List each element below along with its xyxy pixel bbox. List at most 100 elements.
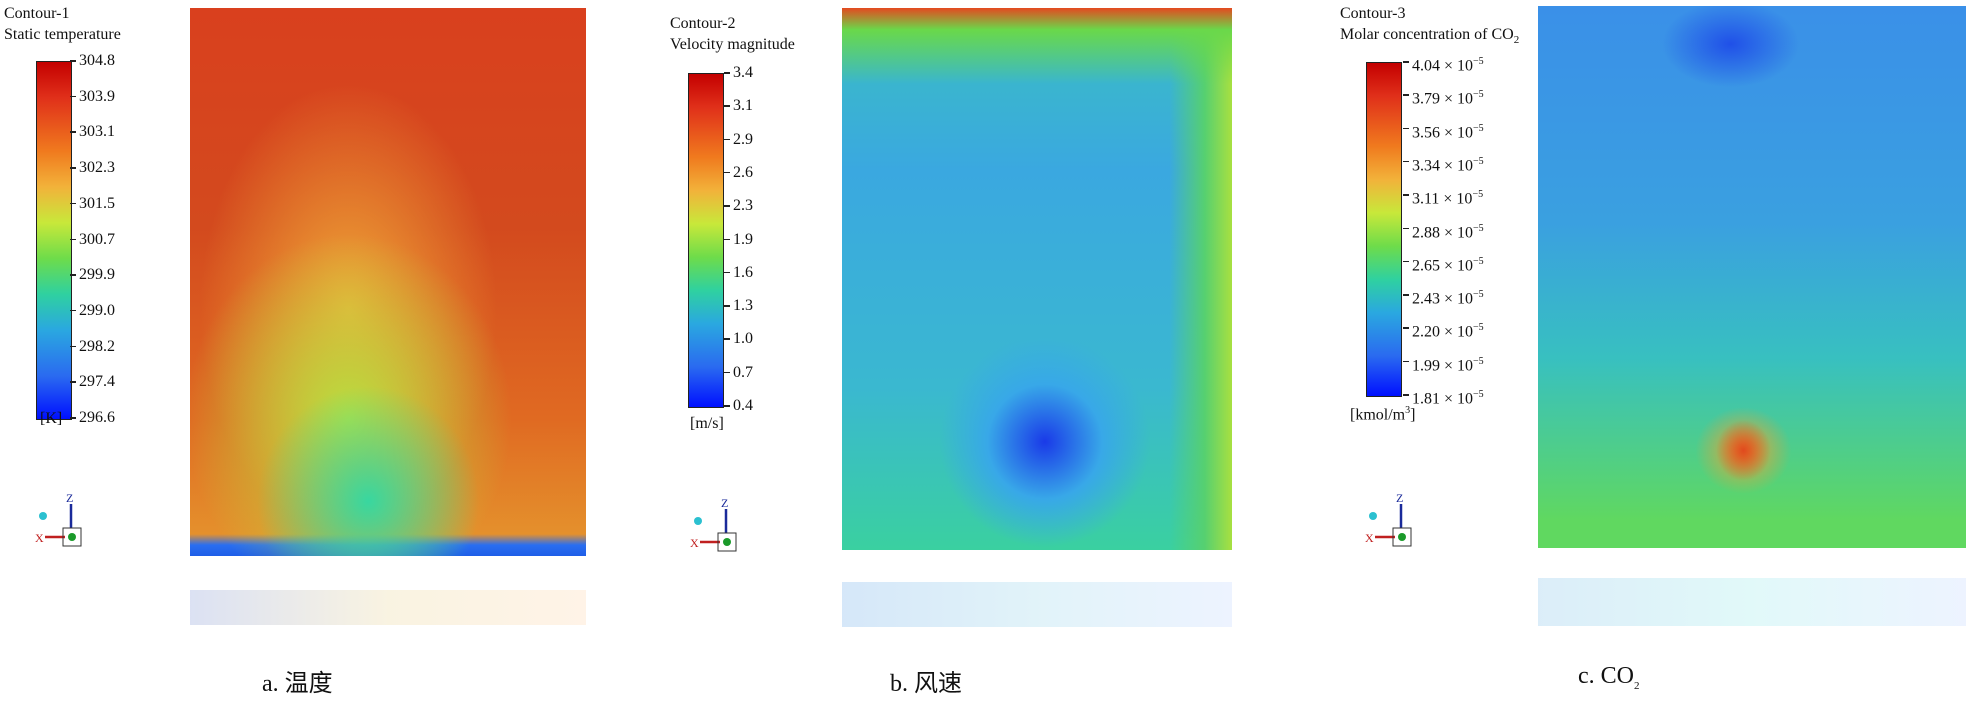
tick-value: 1.81 × 10 xyxy=(1412,390,1474,408)
tick-value: 2.65 × 10 xyxy=(1412,257,1474,275)
caption-b: b. 风速 xyxy=(890,671,962,697)
tick-value: 2.6 xyxy=(733,163,753,181)
tick-value: 299.0 xyxy=(79,301,115,319)
tick-exponent: −5 xyxy=(1473,222,1484,234)
tick-value: 303.9 xyxy=(79,87,115,105)
colorbar-tick-label: 2.3 xyxy=(724,197,753,215)
tick-exponent: −5 xyxy=(1473,255,1484,267)
colorbar-tick-label: 1.6 xyxy=(724,263,753,281)
colorbar-tick-label: 4.04 × 10−5 xyxy=(1403,54,1484,75)
colorbar-tick-label: 3.56 × 10−5 xyxy=(1403,121,1484,141)
tick-value: 2.43 × 10 xyxy=(1412,290,1474,308)
tick-value: 297.4 xyxy=(79,373,115,391)
colorbar-tick-label: 3.34 × 10−5 xyxy=(1403,154,1484,175)
colorbar-tick-label: 297.4 xyxy=(70,373,115,391)
velocity-contour-field xyxy=(842,8,1232,550)
colorbar-tick-label: 298.2 xyxy=(70,338,115,355)
tick-value: 1.6 xyxy=(733,263,753,281)
tick-value: 1.0 xyxy=(733,330,753,348)
colorbar-tick-label: 1.99 × 10−5 xyxy=(1403,354,1484,375)
tick-value: 3.34 × 10 xyxy=(1412,157,1474,175)
tick-value: 3.56 × 10 xyxy=(1412,123,1474,141)
contour-1-title: Contour-1 Static temperature xyxy=(4,5,121,43)
colorbar-tick-label: 2.20 × 10−5 xyxy=(1403,320,1484,341)
tick-value: 3.11 × 10 xyxy=(1412,190,1473,208)
tick-exponent: −5 xyxy=(1473,389,1484,400)
velocity-reflection xyxy=(842,582,1232,627)
x-axis-label: X xyxy=(35,531,44,545)
tick-value: 303.1 xyxy=(79,123,115,141)
colorbar-tick-label: 303.1 xyxy=(70,123,115,141)
co2-colorbar xyxy=(1366,62,1402,397)
colorbar-tick-label: 3.1 xyxy=(724,97,753,115)
axis-triad-icon-c: ZX xyxy=(1365,491,1412,547)
temperature-reflection xyxy=(190,590,586,625)
tick-value: 1.9 xyxy=(733,230,753,248)
tick-exponent: −5 xyxy=(1473,89,1484,101)
tick-value: 0.4 xyxy=(733,397,753,414)
temperature-contour-field xyxy=(190,8,586,556)
colorbar-tick-label: 303.9 xyxy=(70,87,115,105)
contour-3-title: Contour-3 Molar concentration of CO2 xyxy=(1340,5,1520,47)
colorbar-tick-label: 0.7 xyxy=(724,363,753,381)
tick-value: 3.1 xyxy=(733,97,753,115)
colorbar-tick-label: 3.79 × 10−5 xyxy=(1403,87,1484,108)
colorbar-tick-label: 3.11 × 10−5 xyxy=(1402,187,1484,208)
tick-value: 296.6 xyxy=(79,409,115,426)
tick-value: 2.88 × 10 xyxy=(1412,223,1474,241)
colorbar-tick-label: 302.3 xyxy=(70,159,115,177)
tick-exponent: −5 xyxy=(1473,155,1484,167)
contour-2-title: Contour-2 Velocity magnitude xyxy=(670,15,795,53)
colorbar-tick-label: 2.43 × 10−5 xyxy=(1403,287,1484,308)
z-axis-label: Z xyxy=(721,496,728,510)
tick-value: 300.7 xyxy=(79,230,115,248)
x-axis-label: X xyxy=(690,536,699,550)
colorbar-tick-label: 1.81 × 10−5 xyxy=(1403,387,1484,408)
colorbar-tick-label: 299.9 xyxy=(70,266,115,284)
tick-exponent: −5 xyxy=(1473,322,1484,334)
x-axis-label: X xyxy=(1365,531,1374,545)
colorbar-tick-label: 2.88 × 10−5 xyxy=(1403,221,1484,241)
tick-value: 3.79 × 10 xyxy=(1412,90,1474,108)
tick-value: 1.99 × 10 xyxy=(1412,357,1474,375)
tick-exponent: −5 xyxy=(1473,289,1484,301)
tick-exponent: −5 xyxy=(1473,122,1484,134)
sphere-icon xyxy=(694,517,702,525)
caption-a: a. 温度 xyxy=(262,671,333,697)
colorbar-tick-label: 2.65 × 10−5 xyxy=(1403,254,1484,275)
colorbar-tick-label: 304.8 xyxy=(70,53,115,69)
co2-contour-field xyxy=(1538,6,1966,548)
colorbar-tick-label: 2.6 xyxy=(724,163,753,181)
velocity-colorbar xyxy=(688,73,724,408)
colorbar-tick-label: 299.0 xyxy=(70,301,115,319)
temperature-unit: [K] xyxy=(40,410,63,427)
axis-triad-icon-b: ZX xyxy=(690,496,737,552)
tick-value: 301.5 xyxy=(79,194,115,212)
tick-value: 2.3 xyxy=(733,197,753,215)
tick-value: 1.3 xyxy=(733,297,753,315)
velocity-unit: [m/s] xyxy=(690,415,724,432)
tick-value: 4.04 × 10 xyxy=(1412,57,1474,75)
colorbar-tick-label: 296.6 xyxy=(70,409,115,426)
tick-value: 299.9 xyxy=(79,266,115,284)
tick-exponent: −5 xyxy=(1472,189,1484,201)
z-axis-label: Z xyxy=(66,491,73,505)
co2-unit: [kmol/m3] xyxy=(1350,405,1416,424)
temperature-colorbar xyxy=(36,61,72,420)
tick-value: 0.7 xyxy=(733,363,753,381)
axis-triad-icon-a: ZX xyxy=(35,491,82,547)
colorbar-tick-label: 1.3 xyxy=(724,297,753,315)
tick-exponent: −5 xyxy=(1473,355,1484,367)
tick-value: 302.3 xyxy=(79,159,115,177)
co2-reflection xyxy=(1538,578,1966,626)
caption-c: c. CO2 xyxy=(1578,663,1640,692)
colorbar-tick-label: 301.5 xyxy=(70,194,115,212)
colorbar-tick-label: 3.4 xyxy=(724,64,753,81)
tick-exponent: −5 xyxy=(1473,56,1484,67)
tick-value: 3.4 xyxy=(733,64,753,81)
colorbar-tick-label: 300.7 xyxy=(70,230,115,248)
tick-value: 2.20 × 10 xyxy=(1412,323,1474,341)
sphere-icon xyxy=(39,512,47,520)
colorbar-tick-label: 1.9 xyxy=(724,230,753,248)
